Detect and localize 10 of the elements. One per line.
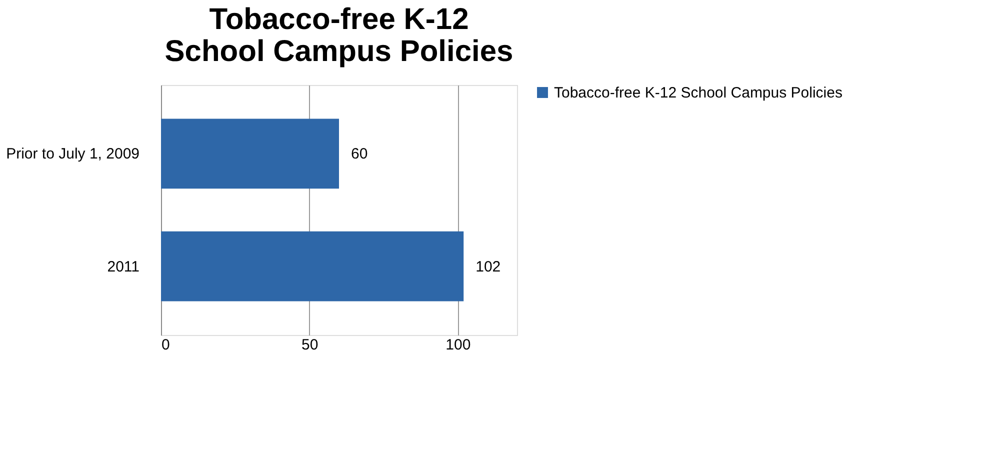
- y-tick-label: 2011: [107, 258, 140, 276]
- x-tick-label: 100: [446, 336, 471, 354]
- text: School Campus Policies: [164, 35, 514, 68]
- legend-label: Tobacco-free K-12 School Campus Policies: [554, 84, 842, 102]
- x-tick-label: 50: [301, 336, 318, 354]
- x-tick-label: 0: [162, 336, 170, 354]
- text: Tobacco-free K-12: [209, 3, 469, 36]
- data-label: 102: [476, 258, 501, 276]
- data-label: 60: [351, 146, 368, 163]
- y-tick-label: Prior to July 1, 2009: [6, 146, 140, 163]
